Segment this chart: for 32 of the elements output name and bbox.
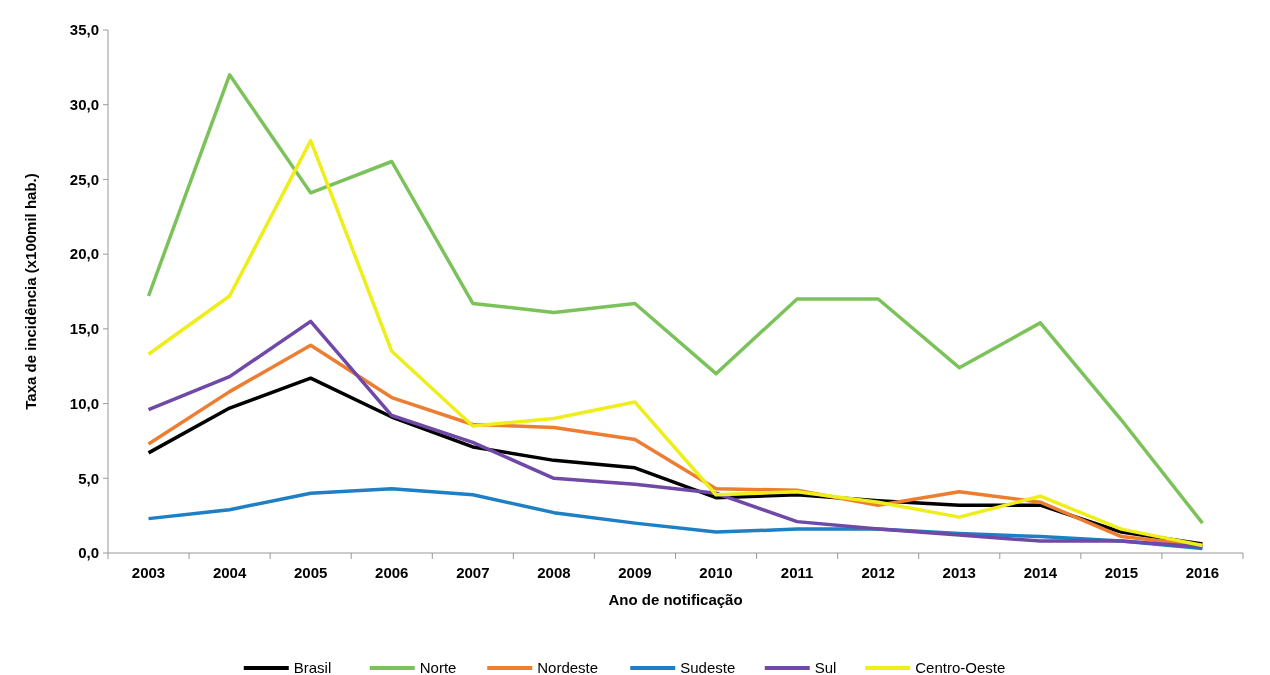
y-tick-label: 10,0: [69, 394, 99, 412]
x-tick-label: 2007: [456, 564, 490, 581]
x-tick-label: 2014: [1023, 564, 1058, 581]
x-tick-label: 2016: [1185, 564, 1220, 581]
x-tick-label: 2004: [212, 564, 247, 581]
x-tick-label: 2005: [293, 564, 328, 581]
x-tick-label: 2006: [375, 564, 409, 581]
y-tick-label: 35,0: [69, 21, 99, 39]
x-axis-title: Ano de notificação: [608, 591, 743, 608]
legend-label: Nordeste: [537, 659, 599, 675]
x-tick-label: 2008: [537, 564, 571, 581]
y-tick-label: 30,0: [69, 95, 99, 113]
legend-label: Sul: [814, 659, 837, 675]
y-tick-label: 20,0: [69, 245, 99, 263]
y-tick-label: 0,0: [78, 544, 99, 562]
x-tick-label: 2009: [618, 564, 652, 581]
y-axis-title: Taxa de incidência (x100mil hab.): [22, 173, 39, 410]
line-series: [146, 138, 1205, 548]
x-tick-label: 2012: [861, 564, 895, 581]
x-tick-label: 2010: [699, 564, 733, 581]
legend-label: Norte: [419, 659, 457, 675]
x-tick-label: 2013: [942, 564, 976, 581]
line-series: [146, 73, 1205, 525]
legend-label: Sudeste: [680, 659, 736, 675]
x-tick-label: 2015: [1104, 564, 1139, 581]
legend-label: Centro-Oeste: [915, 659, 1006, 675]
y-tick-label: 5,0: [78, 469, 99, 487]
y-tick-label: 15,0: [69, 320, 99, 338]
y-tick-label: 25,0: [69, 170, 99, 188]
legend-label: Brasil: [293, 659, 332, 675]
x-tick-label: 2011: [780, 564, 814, 581]
x-tick-label: 2003: [131, 564, 166, 581]
